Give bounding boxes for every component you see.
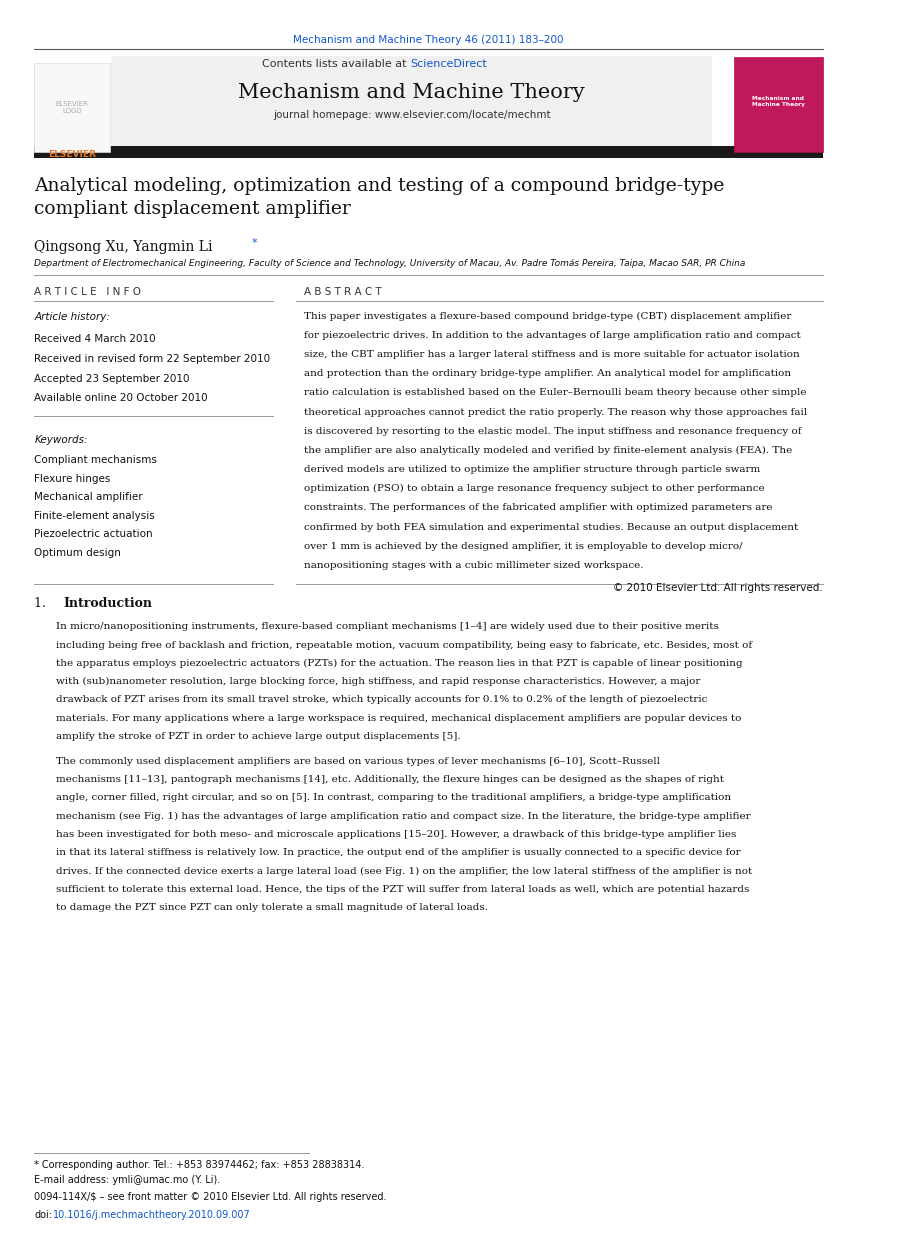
Text: 10.1016/j.mechmachtheory.2010.09.007: 10.1016/j.mechmachtheory.2010.09.007 bbox=[54, 1210, 251, 1220]
Text: amplify the stroke of PZT in order to achieve large output displacements [5].: amplify the stroke of PZT in order to ac… bbox=[55, 732, 461, 741]
Text: Keywords:: Keywords: bbox=[34, 435, 88, 445]
Text: A B S T R A C T: A B S T R A C T bbox=[305, 287, 382, 297]
Text: Mechanical amplifier: Mechanical amplifier bbox=[34, 492, 143, 502]
Text: nanopositioning stages with a cubic millimeter sized workspace.: nanopositioning stages with a cubic mill… bbox=[305, 560, 644, 570]
Text: materials. For many applications where a large workspace is required, mechanical: materials. For many applications where a… bbox=[55, 714, 741, 722]
Bar bbox=[34, 63, 110, 152]
Text: has been investigated for both meso- and microscale applications [15–20]. Howeve: has been investigated for both meso- and… bbox=[55, 830, 736, 839]
Text: confirmed by both FEA simulation and experimental studies. Because an output dis: confirmed by both FEA simulation and exp… bbox=[305, 522, 798, 532]
Text: * Corresponding author. Tel.: +853 83974462; fax: +853 28838314.: * Corresponding author. Tel.: +853 83974… bbox=[34, 1160, 365, 1170]
Text: Received in revised form 22 September 2010: Received in revised form 22 September 20… bbox=[34, 354, 270, 364]
Text: Available online 20 October 2010: Available online 20 October 2010 bbox=[34, 393, 208, 403]
Text: Accepted 23 September 2010: Accepted 23 September 2010 bbox=[34, 374, 190, 383]
Text: Compliant mechanisms: Compliant mechanisms bbox=[34, 455, 157, 465]
Text: drives. If the connected device exerts a large lateral load (see Fig. 1) on the : drives. If the connected device exerts a… bbox=[55, 866, 752, 876]
Text: ratio calculation is established based on the Euler–Bernoulli beam theory becaus: ratio calculation is established based o… bbox=[305, 388, 807, 397]
Text: Article history:: Article history: bbox=[34, 312, 110, 322]
Text: mechanism (see Fig. 1) has the advantages of large amplification ratio and compa: mechanism (see Fig. 1) has the advantage… bbox=[55, 811, 750, 820]
Bar bbox=[34, 146, 823, 158]
Text: over 1 mm is achieved by the designed amplifier, it is employable to develop mic: over 1 mm is achieved by the designed am… bbox=[305, 542, 743, 550]
Text: for piezoelectric drives. In addition to the advantages of large amplification r: for piezoelectric drives. In addition to… bbox=[305, 330, 801, 340]
Text: and protection than the ordinary bridge-type amplifier. An analytical model for : and protection than the ordinary bridge-… bbox=[305, 369, 792, 379]
Text: derived models are utilized to optimize the amplifier structure through particle: derived models are utilized to optimize … bbox=[305, 465, 761, 474]
Text: Optimum design: Optimum design bbox=[34, 548, 122, 558]
Text: © 2010 Elsevier Ltd. All rights reserved.: © 2010 Elsevier Ltd. All rights reserved… bbox=[613, 583, 823, 593]
Text: sufficient to tolerate this external load. Hence, the tips of the PZT will suffe: sufficient to tolerate this external loa… bbox=[55, 884, 749, 893]
Text: 1.: 1. bbox=[34, 597, 50, 611]
Text: Mechanism and Machine Theory 46 (2011) 183–200: Mechanism and Machine Theory 46 (2011) 1… bbox=[293, 35, 564, 45]
Text: optimization (PSO) to obtain a large resonance frequency subject to other perfor: optimization (PSO) to obtain a large res… bbox=[305, 484, 765, 494]
Text: Mechanism and Machine Theory: Mechanism and Machine Theory bbox=[239, 83, 585, 101]
Text: ELSEVIER
LOGO: ELSEVIER LOGO bbox=[55, 101, 89, 114]
Text: Finite-element analysis: Finite-element analysis bbox=[34, 511, 155, 521]
Text: The commonly used displacement amplifiers are based on various types of lever me: The commonly used displacement amplifier… bbox=[55, 757, 659, 766]
Text: Department of Electromechanical Engineering, Faculty of Science and Technology, : Department of Electromechanical Engineer… bbox=[34, 259, 746, 267]
Text: angle, corner filled, right circular, and so on [5]. In contrast, comparing to t: angle, corner filled, right circular, an… bbox=[55, 793, 731, 802]
Text: ScienceDirect: ScienceDirect bbox=[410, 59, 486, 69]
Text: Analytical modeling, optimization and testing of a compound bridge-type
complian: Analytical modeling, optimization and te… bbox=[34, 177, 725, 219]
Text: drawback of PZT arises from its small travel stroke, which typically accounts fo: drawback of PZT arises from its small tr… bbox=[55, 695, 707, 704]
Text: Piezoelectric actuation: Piezoelectric actuation bbox=[34, 529, 153, 539]
Text: doi:: doi: bbox=[34, 1210, 53, 1220]
Text: Qingsong Xu, Yangmin Li: Qingsong Xu, Yangmin Li bbox=[34, 240, 213, 254]
Text: Introduction: Introduction bbox=[63, 597, 152, 611]
Text: *: * bbox=[252, 238, 258, 247]
Text: mechanisms [11–13], pantograph mechanisms [14], etc. Additionally, the flexure h: mechanisms [11–13], pantograph mechanism… bbox=[55, 774, 724, 784]
Text: ELSEVIER: ELSEVIER bbox=[48, 150, 96, 158]
Text: to damage the PZT since PZT can only tolerate a small magnitude of lateral loads: to damage the PZT since PZT can only tol… bbox=[55, 903, 488, 912]
Text: Flexure hinges: Flexure hinges bbox=[34, 474, 111, 484]
Text: the amplifier are also analytically modeled and verified by finite-element analy: the amplifier are also analytically mode… bbox=[305, 445, 793, 455]
Text: size, the CBT amplifier has a larger lateral stiffness and is more suitable for : size, the CBT amplifier has a larger lat… bbox=[305, 350, 800, 359]
Text: Contents lists available at: Contents lists available at bbox=[262, 59, 410, 69]
Text: E-mail address: ymli@umac.mo (Y. Li).: E-mail address: ymli@umac.mo (Y. Li). bbox=[34, 1175, 220, 1185]
Bar bbox=[734, 57, 823, 152]
Text: A R T I C L E   I N F O: A R T I C L E I N F O bbox=[34, 287, 141, 297]
Text: journal homepage: www.elsevier.com/locate/mechmt: journal homepage: www.elsevier.com/locat… bbox=[273, 110, 551, 120]
Text: the apparatus employs piezoelectric actuators (PZTs) for the actuation. The reas: the apparatus employs piezoelectric actu… bbox=[55, 659, 742, 668]
Text: is discovered by resorting to the elastic model. The input stiffness and resonan: is discovered by resorting to the elasti… bbox=[305, 427, 802, 435]
Text: 0094-114X/$ – see front matter © 2010 Elsevier Ltd. All rights reserved.: 0094-114X/$ – see front matter © 2010 El… bbox=[34, 1192, 386, 1202]
Text: Received 4 March 2010: Received 4 March 2010 bbox=[34, 334, 156, 344]
Text: constraints. The performances of the fabricated amplifier with optimized paramet: constraints. The performances of the fab… bbox=[305, 503, 773, 512]
Text: Mechanism and
Machine Theory: Mechanism and Machine Theory bbox=[752, 96, 805, 106]
Text: theoretical approaches cannot predict the ratio properly. The reason why those a: theoretical approaches cannot predict th… bbox=[305, 407, 807, 417]
Text: This paper investigates a flexure-based compound bridge-type (CBT) displacement : This paper investigates a flexure-based … bbox=[305, 312, 792, 320]
Text: with (sub)nanometer resolution, large blocking force, high stiffness, and rapid : with (sub)nanometer resolution, large bl… bbox=[55, 677, 700, 687]
Text: In micro/nanopositioning instruments, flexure-based compliant mechanisms [1–4] a: In micro/nanopositioning instruments, fl… bbox=[55, 622, 718, 631]
Text: including being free of backlash and friction, repeatable motion, vacuum compati: including being free of backlash and fri… bbox=[55, 641, 752, 649]
FancyBboxPatch shape bbox=[112, 56, 711, 148]
Text: in that its lateral stiffness is relatively low. In practice, the output end of : in that its lateral stiffness is relativ… bbox=[55, 849, 740, 857]
